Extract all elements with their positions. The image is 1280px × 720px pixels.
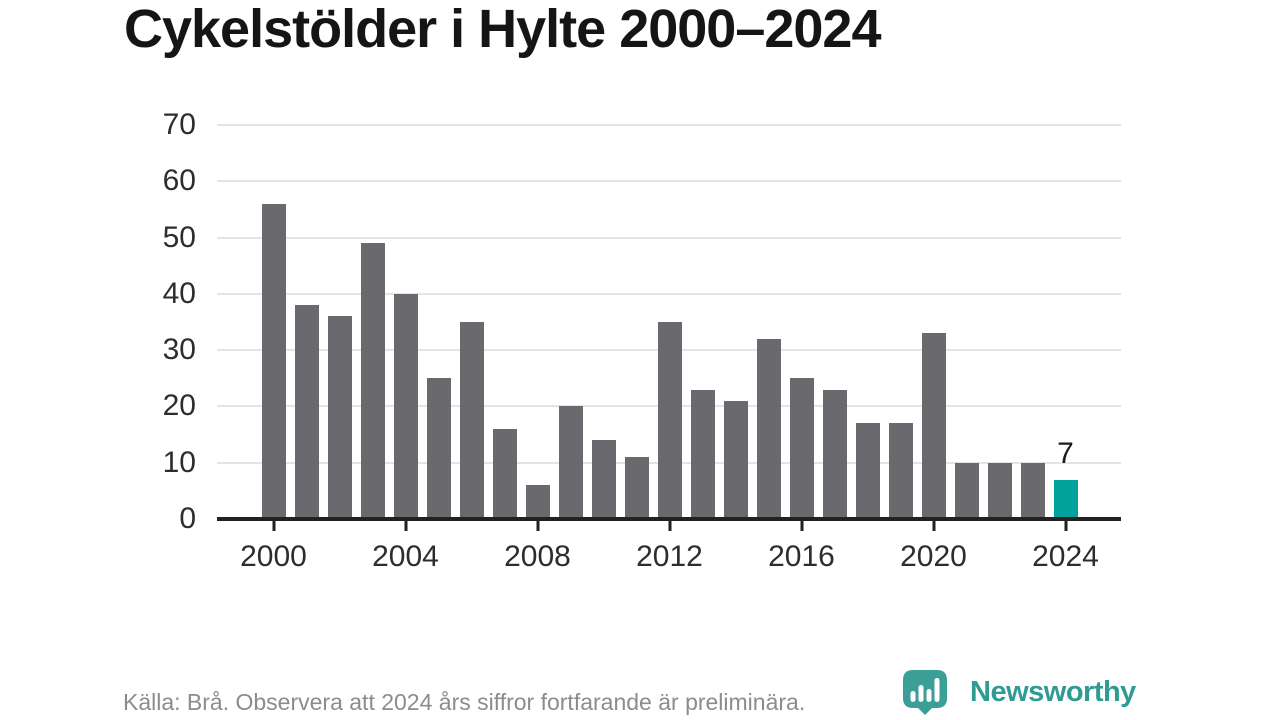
gridline-70 xyxy=(217,124,1121,126)
bar-2016 xyxy=(789,378,814,519)
bar-2002 xyxy=(327,316,352,519)
bar-2011 xyxy=(624,457,649,519)
bar-2015 xyxy=(756,338,781,519)
gridline-40 xyxy=(217,292,1121,295)
x-tick-label-2004: 2004 xyxy=(372,540,439,573)
newsworthy-wordmark: Newsworthy xyxy=(970,676,1136,708)
bar-value-label: 7 xyxy=(1057,436,1074,470)
bar-2018 xyxy=(855,423,880,519)
y-tick-label-0: 0 xyxy=(179,502,196,535)
x-tick-2016 xyxy=(800,521,803,531)
bar-2020 xyxy=(921,333,946,519)
y-tick-label-50: 50 xyxy=(162,220,196,254)
y-tick-label-20: 20 xyxy=(162,389,196,423)
bar-2005 xyxy=(426,378,451,519)
y-tick-label-10: 10 xyxy=(162,445,196,479)
x-tick-2004 xyxy=(404,521,407,531)
bar-2007 xyxy=(492,428,517,519)
x-tick-label-2012: 2012 xyxy=(636,540,703,573)
y-tick-label-30: 30 xyxy=(162,333,196,367)
bar-2008 xyxy=(525,485,550,519)
chart-title: Cykelstölder i Hylte 2000–2024 xyxy=(124,0,881,59)
x-tick-label-2000: 2000 xyxy=(240,540,307,573)
x-tick-label-2008: 2008 xyxy=(504,540,571,573)
x-axis-line xyxy=(217,517,1121,521)
x-tick-2024 xyxy=(1064,521,1067,531)
source-note: Källa: Brå. Observera att 2024 års siffr… xyxy=(123,689,806,715)
gridline-60 xyxy=(217,180,1121,183)
bar-2023 xyxy=(1020,462,1045,519)
bar-2010 xyxy=(591,440,616,519)
x-tick-2008 xyxy=(536,521,539,531)
x-tick-label-2024: 2024 xyxy=(1032,540,1099,573)
bar-2012 xyxy=(657,322,682,519)
bar-2004 xyxy=(393,293,418,519)
bar-2024 xyxy=(1053,479,1078,519)
x-tick-label-2020: 2020 xyxy=(900,540,967,573)
newsworthy-pin-chart-icon xyxy=(903,670,947,715)
bar-2000 xyxy=(261,203,286,519)
gridline-50 xyxy=(217,236,1121,239)
y-tick-label-60: 60 xyxy=(162,164,196,198)
x-tick-2000 xyxy=(272,521,275,531)
bar-2014 xyxy=(723,400,748,519)
bar-2001 xyxy=(294,305,319,519)
plot-area: 7 xyxy=(217,124,1121,519)
y-tick-label-40: 40 xyxy=(162,276,196,310)
y-tick-label-70: 70 xyxy=(162,108,196,141)
bar-2022 xyxy=(987,462,1012,519)
x-tick-label-2016: 2016 xyxy=(768,540,835,573)
bar-2021 xyxy=(954,462,979,519)
bar-2017 xyxy=(822,389,847,519)
bar-2019 xyxy=(888,423,913,519)
x-tick-2020 xyxy=(932,521,935,531)
bar-2013 xyxy=(690,389,715,519)
bar-2003 xyxy=(360,243,385,519)
x-tick-2012 xyxy=(668,521,671,531)
newsworthy-logo: Newsworthy xyxy=(903,670,1136,715)
bar-2009 xyxy=(558,406,583,519)
bar-2006 xyxy=(459,322,484,519)
